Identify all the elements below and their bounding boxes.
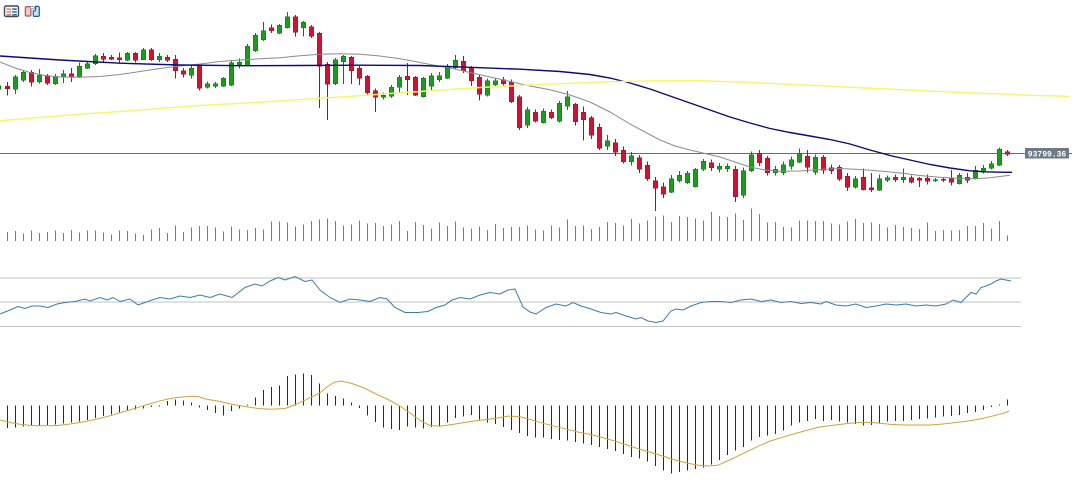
svg-text:93799.36: 93799.36 — [1028, 151, 1067, 160]
